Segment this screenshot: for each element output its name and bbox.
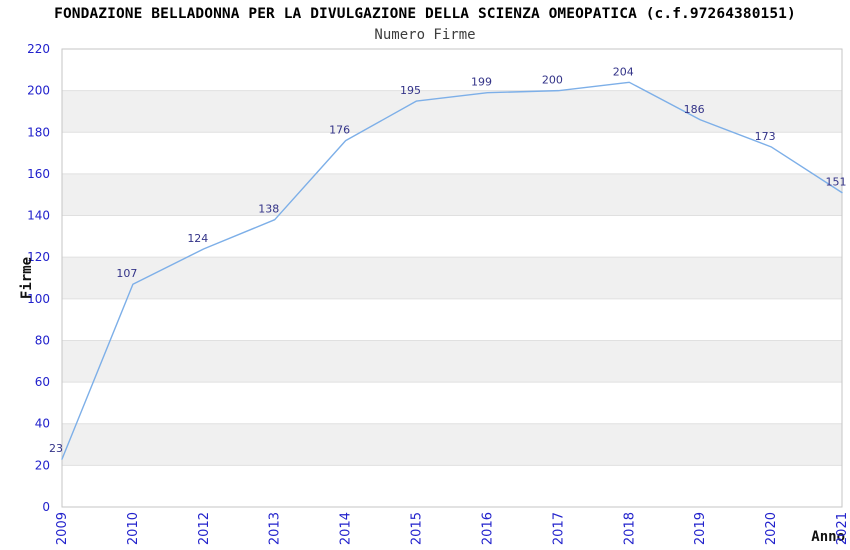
x-tick-label: 2018 (622, 512, 637, 545)
y-tick-label: 120 (27, 250, 50, 264)
data-line (61, 81, 843, 460)
y-tick-label: 220 (27, 42, 50, 56)
y-tick-label: 100 (27, 292, 50, 306)
y-tick-label: 60 (35, 375, 50, 389)
y-tick-label: 160 (27, 167, 50, 181)
y-tick-label: 80 (35, 333, 50, 347)
x-tick-label: 2015 (410, 512, 425, 545)
chart-title: FONDAZIONE BELLADONNA PER LA DIVULGAZION… (54, 6, 796, 22)
y-tick-label: 200 (27, 84, 50, 98)
plot-band (62, 423, 842, 466)
data-point-label: 107 (116, 267, 137, 280)
chart-subtitle: Numero Firme (374, 27, 476, 43)
data-point-label: 151 (826, 176, 847, 189)
data-point-label: 204 (613, 65, 634, 78)
x-tick-label: 2016 (480, 512, 495, 545)
plot-band (62, 257, 842, 299)
x-tick-label: 2021 (835, 512, 850, 545)
x-tick-label: 2013 (268, 512, 283, 545)
x-tick-label: 2019 (693, 512, 708, 545)
x-tick-label: 2014 (339, 512, 354, 545)
y-tick-label: 0 (42, 500, 50, 514)
plot-border (61, 48, 843, 508)
data-point-label: 176 (329, 124, 350, 137)
x-tick-label: 2012 (197, 512, 212, 545)
x-tick-label: 2010 (126, 512, 141, 545)
y-tick-label: 40 (35, 417, 50, 431)
data-point-label: 199 (471, 76, 492, 89)
y-axis-label: Firme (19, 257, 35, 299)
data-point-label: 200 (542, 74, 563, 87)
data-point-label: 195 (400, 84, 421, 97)
plot-band (62, 340, 842, 383)
y-tick-label: 20 (35, 458, 50, 472)
data-point-label: 173 (755, 130, 776, 143)
plot-band (62, 173, 842, 216)
x-tick-label: 2017 (551, 512, 566, 545)
y-tick-label: 180 (27, 125, 50, 139)
x-tick-label: 2020 (764, 512, 779, 545)
data-point-label: 124 (187, 232, 208, 245)
y-tick-label: 140 (27, 209, 50, 223)
data-point-label: 23 (49, 442, 63, 455)
x-axis-label: Anno (811, 529, 845, 545)
data-point-label: 138 (258, 203, 279, 216)
data-point-label: 186 (684, 103, 705, 116)
x-tick-label: 2009 (55, 512, 70, 545)
